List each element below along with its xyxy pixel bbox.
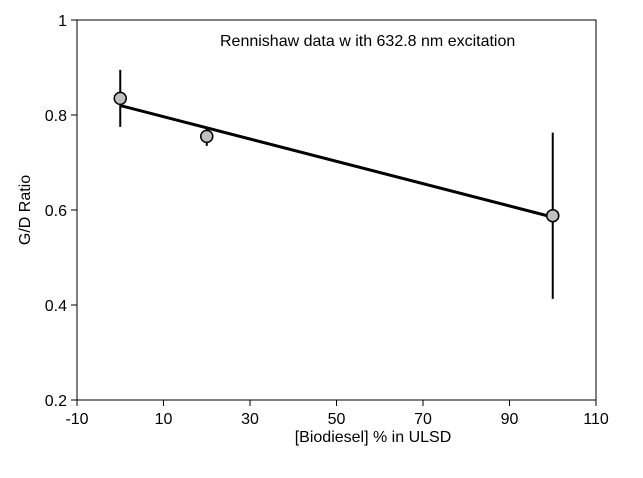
y-tick-label-3: 0.8 xyxy=(45,108,67,125)
x-tick-label-1: 10 xyxy=(155,411,173,428)
error-bars xyxy=(119,69,554,299)
chart-annotation: Rennishaw data w ith 632.8 nm excitation xyxy=(220,33,515,50)
plot-frame xyxy=(76,19,597,401)
trendline-layer xyxy=(119,104,554,219)
y-tick-label-4: 1 xyxy=(58,13,67,30)
axes xyxy=(71,19,597,406)
y-axis-title: G/D Ratio xyxy=(17,175,34,245)
y-tick-label-2: 0.6 xyxy=(45,203,67,220)
data-points xyxy=(113,91,560,223)
y-tick-label-1: 0.4 xyxy=(45,298,67,315)
trendline xyxy=(119,104,554,219)
x-tick-label-6: 110 xyxy=(583,411,609,428)
x-tick-label-0: -10 xyxy=(65,411,88,428)
data-point-0-2 xyxy=(546,208,560,223)
x-tick-label-5: 90 xyxy=(501,411,519,428)
x-axis-title: [Biodiesel] % in ULSD xyxy=(295,429,452,446)
x-tick-label-2: 30 xyxy=(241,411,259,428)
tick-labels: -10 10 30 50 70 90 110 0.2 0.4 0.6 0.8 1 xyxy=(45,13,609,428)
data-point-0-1 xyxy=(200,129,214,144)
data-point-0-0 xyxy=(113,91,127,106)
x-tick-label-3: 50 xyxy=(328,411,346,428)
y-tick-label-0: 0.2 xyxy=(45,393,67,410)
x-tick-label-4: 70 xyxy=(414,411,432,428)
